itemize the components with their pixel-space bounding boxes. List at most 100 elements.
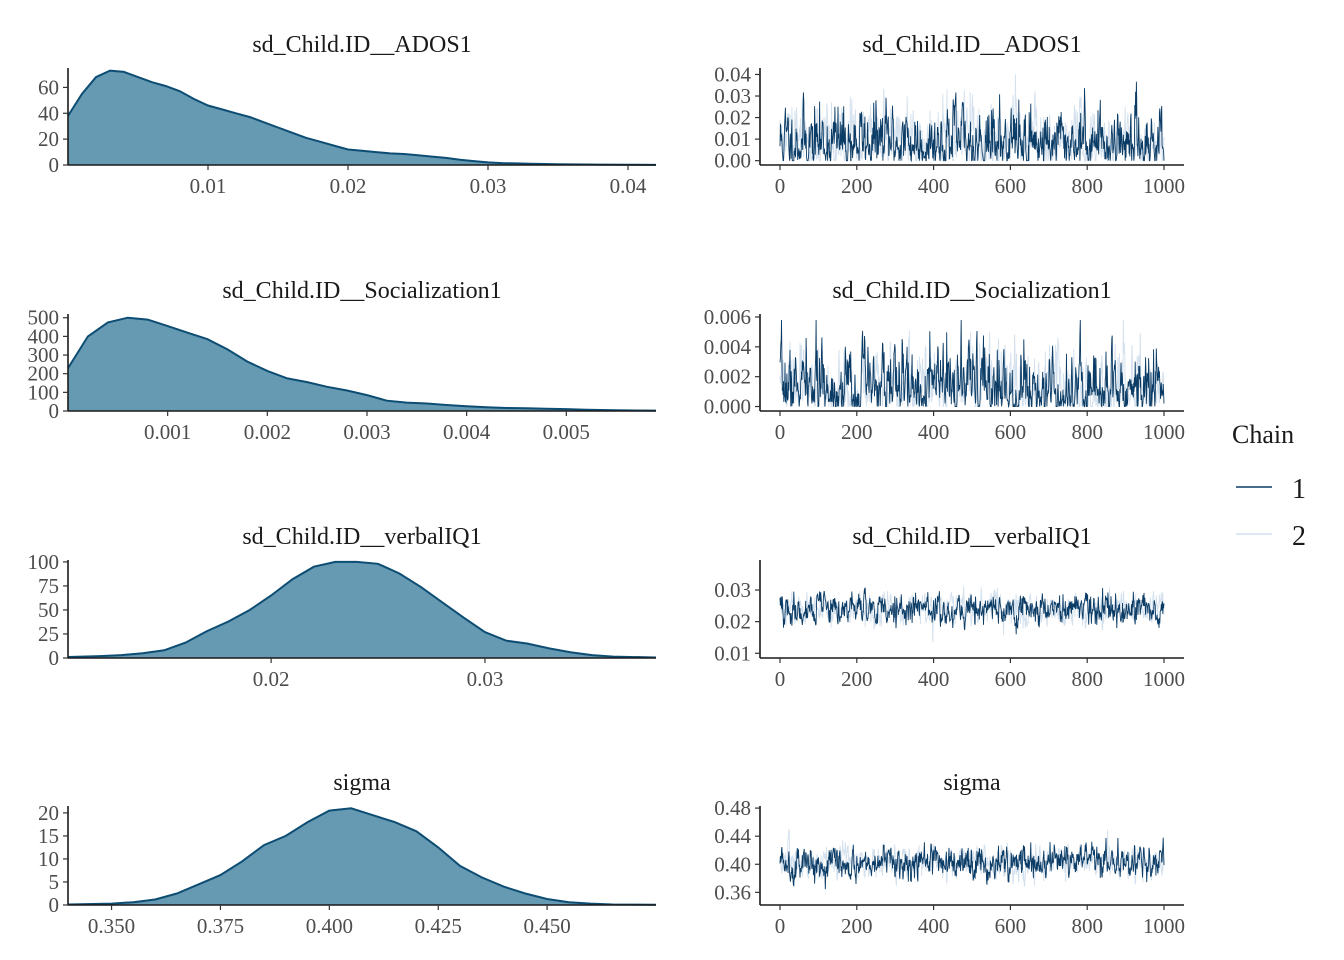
x-tick-label: 0.03 [467, 667, 504, 691]
x-tick-label: 1000 [1143, 420, 1185, 444]
x-tick-label: 0.375 [197, 914, 244, 938]
y-tick-label: 300 [28, 343, 60, 367]
panel-title: sd_Child.ID__ADOS1 [862, 32, 1081, 58]
y-tick-label: 20 [38, 127, 59, 151]
legend-item-chain-1: 1 [1236, 474, 1306, 505]
density-line [67, 807, 657, 906]
trace-panel-2: sd_Child.ID__Socialization1 0 200 400 600 800… [704, 278, 1185, 444]
y-tick-label: 0.44 [714, 824, 751, 848]
y-tick-label: 0.00 [714, 149, 751, 173]
trace-line-chain-2 [779, 74, 1165, 163]
panel-title: sd_Child.ID__Socialization1 [832, 278, 1111, 304]
x-tick-label: 400 [918, 914, 950, 938]
x-tick-label: 0.04 [610, 174, 647, 198]
trace-line-chain-1 [779, 319, 1165, 409]
trace-line-chain-1 [779, 81, 1165, 163]
x-tick-label: 0.002 [244, 420, 291, 444]
x-tick-label: 0.003 [343, 420, 390, 444]
panel-title: sd_Child.ID__Socialization1 [222, 278, 501, 304]
y-tick-label: 5 [49, 870, 60, 894]
x-tick-label: 600 [995, 667, 1027, 691]
y-tick-label: 500 [28, 306, 60, 330]
x-tick-label: 0 [775, 174, 786, 198]
panel-title: sd_Child.ID__ADOS1 [252, 32, 471, 58]
x-tick-label: 0 [775, 914, 786, 938]
density-panel-2: sd_Child.ID__Socialization1 0.001 0.002 0.0… [28, 278, 657, 444]
x-tick-label: 400 [918, 174, 950, 198]
legend-label-chain-1: 1 [1292, 474, 1306, 505]
x-tick-label: 0.450 [523, 914, 570, 938]
density-area [68, 317, 656, 411]
panel-title: sigma [333, 770, 391, 796]
x-tick-label: 800 [1071, 174, 1103, 198]
x-tick-label: 200 [841, 914, 873, 938]
y-tick-label: 0.48 [714, 796, 751, 820]
y-tick-label: 0.02 [714, 610, 751, 634]
y-tick-label: 0.01 [714, 641, 751, 665]
x-tick-label: 600 [995, 420, 1027, 444]
x-tick-label: 800 [1071, 420, 1103, 444]
x-tick-label: 600 [995, 174, 1027, 198]
x-tick-label: 800 [1071, 914, 1103, 938]
x-tick-label: 0.03 [470, 174, 507, 198]
density-area [68, 70, 656, 165]
x-tick-label: 1000 [1143, 914, 1185, 938]
y-tick-label: 0 [49, 893, 60, 917]
y-tick-label: 20 [38, 801, 59, 825]
density-area [68, 808, 656, 905]
y-tick-label: 15 [38, 824, 59, 848]
y-tick-label: 25 [38, 622, 59, 646]
panel-title: sd_Child.ID__verbalIQ1 [242, 524, 481, 550]
y-tick-label: 40 [38, 101, 59, 125]
x-tick-label: 200 [841, 174, 873, 198]
trace-panel-1: sd_Child.ID__ADOS1 0 200 400 600 800 1000 0.00 0… [714, 32, 1185, 198]
x-tick-label: 0.02 [330, 174, 367, 198]
y-tick-label: 0.000 [704, 395, 751, 419]
x-tick-label: 200 [841, 420, 873, 444]
x-tick-label: 0.005 [543, 420, 590, 444]
trace-line-chain-2 [779, 586, 1165, 643]
y-tick-label: 0.04 [714, 62, 751, 86]
y-tick-label: 0 [49, 153, 60, 177]
y-tick-label: 0 [49, 399, 60, 423]
density-line [67, 316, 657, 412]
density-line [67, 560, 657, 659]
legend-label-chain-2: 2 [1292, 521, 1306, 552]
y-tick-label: 100 [28, 380, 60, 404]
y-tick-label: 400 [28, 324, 60, 348]
chain-legend: Chain 1 2 [1232, 420, 1306, 552]
density-panel-1: sd_Child.ID__ADOS1 0.01 0.02 0.03 0.04 020406… [38, 32, 657, 198]
x-tick-label: 0.01 [190, 174, 227, 198]
x-tick-label: 1000 [1143, 174, 1185, 198]
y-tick-label: 200 [28, 362, 60, 386]
y-tick-label: 10 [38, 847, 59, 871]
panel-title: sd_Child.ID__verbalIQ1 [852, 524, 1091, 550]
trace-line-chain-1 [779, 837, 1165, 890]
y-tick-label: 100 [28, 550, 60, 574]
x-tick-label: 0 [775, 667, 786, 691]
x-tick-label: 0.004 [443, 420, 491, 444]
trace-panel-4: sigma 0 200 400 600 800 1000 0.36 0.40 0.44 0.48 [714, 770, 1185, 938]
trace-line-chain-1 [779, 587, 1165, 635]
legend-item-chain-2: 2 [1236, 521, 1306, 552]
y-tick-label: 0.004 [704, 335, 752, 359]
y-tick-label: 0.03 [714, 84, 751, 108]
y-tick-label: 0.02 [714, 106, 751, 130]
x-tick-label: 0.02 [253, 667, 290, 691]
panel-title: sigma [943, 770, 1001, 796]
density-area [68, 561, 656, 658]
x-tick-label: 200 [841, 667, 873, 691]
y-tick-label: 0.002 [704, 365, 751, 389]
x-tick-label: 400 [918, 667, 950, 691]
y-tick-label: 0.006 [704, 305, 751, 329]
density-line [67, 69, 657, 166]
x-tick-label: 600 [995, 914, 1027, 938]
x-tick-label: 400 [918, 420, 950, 444]
y-tick-label: 0.40 [714, 852, 751, 876]
trace-panel-3: sd_Child.ID__verbalIQ1 0 200 400 600 800 1000 0… [714, 524, 1185, 691]
x-tick-label: 800 [1071, 667, 1103, 691]
